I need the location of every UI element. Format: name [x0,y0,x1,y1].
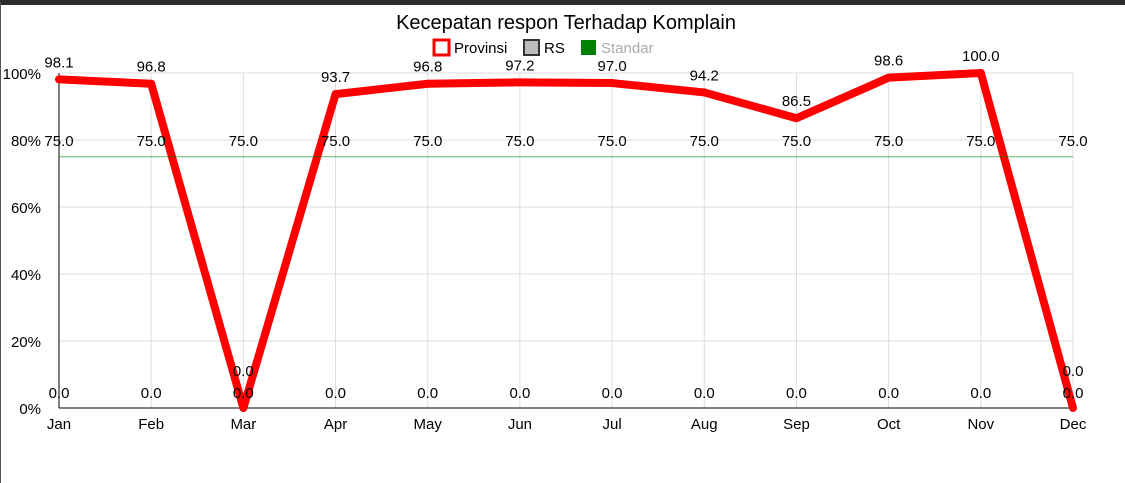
data-label-rs: 0.0 [325,385,346,402]
legend-swatch-rs [523,39,540,56]
data-label-rs: 0.0 [694,385,715,402]
y-tick-label: 20% [11,334,41,351]
data-label-provinsi: 100.0 [962,48,1000,65]
y-tick-label: 80% [11,133,41,150]
x-tick-label: Jun [508,416,532,433]
data-label-rs: 0.0 [1063,385,1084,402]
data-label-standar: 75.0 [44,133,73,150]
x-tick-label: Aug [691,416,718,433]
data-point-provinsi [792,114,801,123]
data-label-provinsi: 96.8 [137,59,166,76]
data-label-rs: 0.0 [602,385,623,402]
series-line-provinsi [58,69,1077,412]
data-label-provinsi: 98.6 [874,53,903,70]
data-point-provinsi [700,88,709,97]
x-tick-label: Dec [1060,416,1087,433]
data-point-provinsi [331,90,340,99]
data-label-standar: 75.0 [782,133,811,150]
data-label-rs: 0.0 [417,385,438,402]
data-label-rs: 0.0 [233,385,254,402]
x-tick-label: Mar [230,416,256,433]
data-point-provinsi [1069,404,1077,412]
y-tick-label: 40% [11,267,41,284]
data-point-provinsi [423,79,432,88]
data-label-provinsi: 98.1 [44,54,73,71]
y-tick-label: 60% [11,200,41,217]
data-label-standar: 75.0 [505,133,534,150]
data-label-rs: 0.0 [970,385,991,402]
data-label-rs: 0.0 [49,385,70,402]
x-tick-label: Sep [783,416,810,433]
data-label-rs: 0.0 [141,385,162,402]
x-tick-label: Oct [877,416,901,433]
data-point-provinsi [976,69,985,77]
data-label-rs: 0.0 [786,385,807,402]
legend-label-standar[interactable]: Standar [601,40,654,57]
data-point-provinsi [608,79,617,88]
data-label-provinsi: 96.8 [413,59,442,76]
data-label-standar: 75.0 [597,133,626,150]
data-label-provinsi: 97.2 [505,57,534,74]
data-label-standar: 75.0 [137,133,166,150]
x-tick-label: Jan [47,416,71,433]
data-label-provinsi: 97.0 [597,58,626,75]
data-point-provinsi [147,79,156,88]
legend-swatch-provinsi [432,38,451,57]
data-label-rs: 0.0 [878,385,899,402]
data-label-standar: 75.0 [1058,133,1087,150]
chart-title: Kecepatan respon Terhadap Komplain [396,12,736,34]
data-point-provinsi [55,75,63,84]
x-tick-label: Jul [602,416,621,433]
y-tick-label: 100% [3,66,41,83]
data-label-standar: 75.0 [874,133,903,150]
data-label-standar: 75.0 [229,133,258,150]
data-label-provinsi: 93.7 [321,69,350,86]
data-label-standar: 75.0 [690,133,719,150]
data-label-standar: 75.0 [413,133,442,150]
x-tick-label: Feb [138,416,164,433]
legend-label-rs[interactable]: RS [544,40,565,57]
y-tick-label: 0% [19,401,41,418]
x-tick-label: Apr [324,416,347,433]
x-tick-label: May [414,416,443,433]
legend-swatch-standar [581,40,596,55]
data-label-provinsi: 94.2 [690,67,719,84]
data-point-provinsi [239,404,248,412]
data-label-rs: 0.0 [509,385,530,402]
data-label-standar: 75.0 [321,133,350,150]
data-label-standar: 75.0 [966,133,995,150]
legend-label-provinsi[interactable]: Provinsi [454,40,507,57]
data-point-provinsi [515,78,524,87]
data-label-provinsi: 0.0 [1063,363,1084,380]
data-label-provinsi: 0.0 [233,363,254,380]
data-point-provinsi [884,73,893,82]
data-label-provinsi: 86.5 [782,93,811,110]
x-tick-label: Nov [967,416,994,433]
